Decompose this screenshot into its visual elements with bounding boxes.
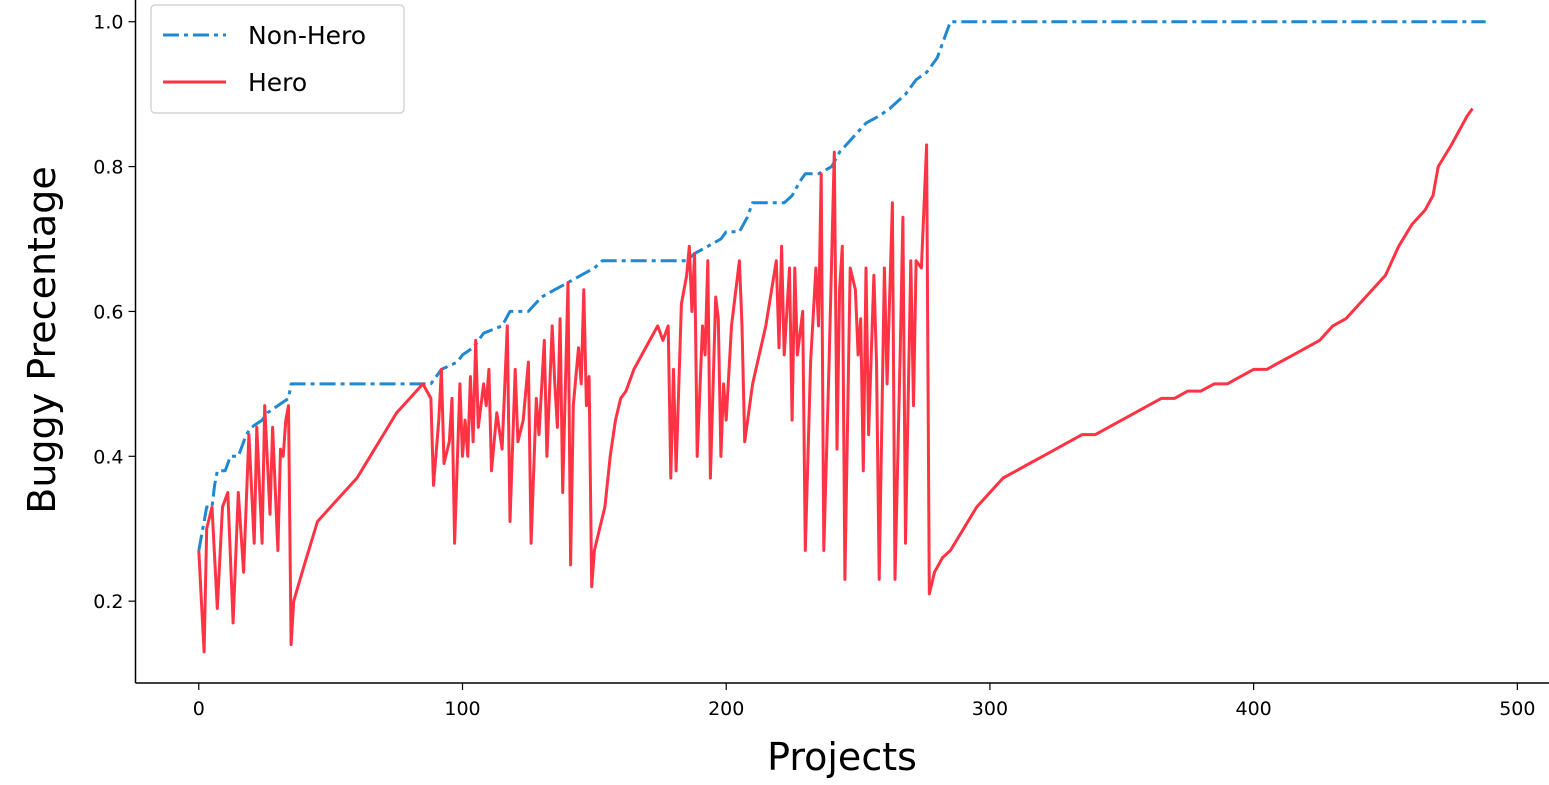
y-tick-label: 0.2 [93,591,123,613]
y-axis-label: Buggy Precentage [20,166,64,513]
x-tick-label: 300 [972,698,1008,720]
axes [134,0,1549,684]
x-tick-label: 100 [444,698,480,720]
y-ticks: 0.2 0.4 0.6 0.8 1.0 [93,12,136,613]
series-line-hero [197,107,1474,654]
y-tick-label: 0.6 [93,301,123,323]
series-layer [197,20,1486,654]
y-tick-label: 1.0 [93,12,123,34]
legend: Non-Hero Hero [150,4,405,114]
x-tick-label: 0 [193,698,205,720]
x-tick-label: 500 [1499,698,1535,720]
x-tick-label: 200 [708,698,744,720]
y-tick-label: 0.4 [93,446,123,468]
x-axis-label: Projects [767,735,917,779]
series-line-non-hero [197,20,1486,551]
y-tick-label: 0.8 [93,157,123,179]
x-tick-label: 400 [1236,698,1272,720]
legend-box [150,4,405,114]
x-ticks: 0 100 200 300 400 500 [193,683,1535,720]
legend-label-non-hero: Non-Hero [248,21,366,50]
legend-label-hero: Hero [248,68,307,97]
